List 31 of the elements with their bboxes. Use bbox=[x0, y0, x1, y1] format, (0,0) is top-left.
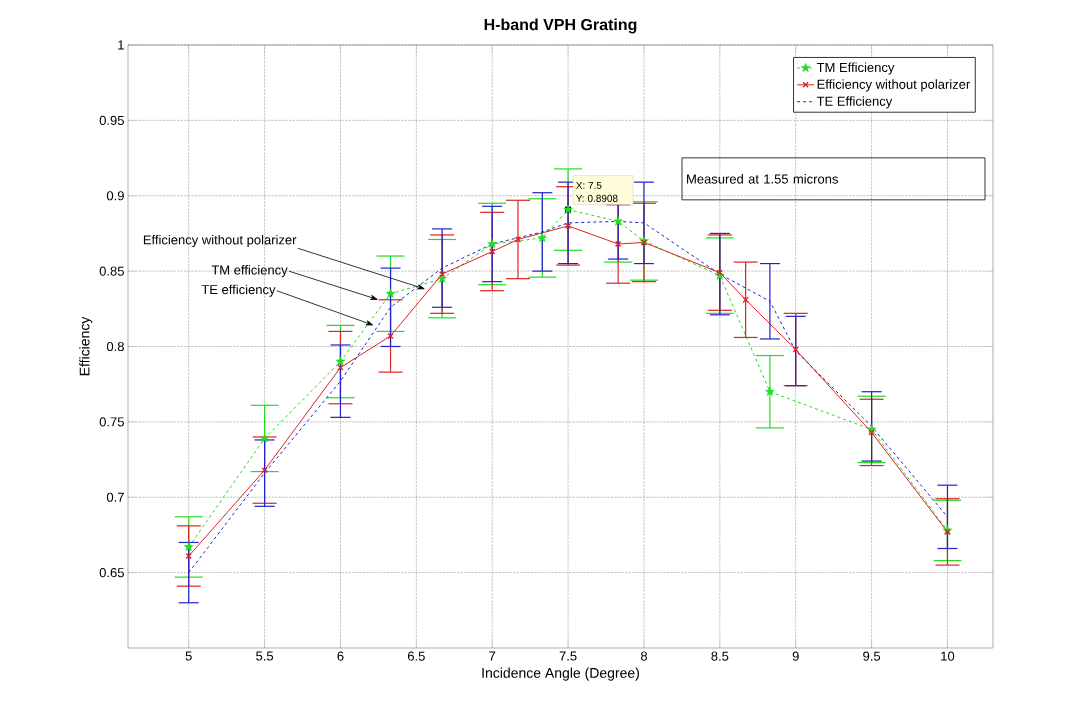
y-tick-label: 1 bbox=[118, 40, 124, 50]
y-tick-label: 0.9 bbox=[106, 191, 124, 201]
legend-label: TM Efficiency bbox=[816, 62, 895, 75]
y-tick-label: 0.95 bbox=[99, 115, 124, 125]
x-tick-label: 8 bbox=[640, 651, 648, 661]
annotation: TE efficiency bbox=[201, 284, 276, 297]
legend-label: Efficiency without polarizer bbox=[817, 79, 971, 92]
x-tick-label: 6 bbox=[337, 651, 344, 661]
x-tick-label: 9 bbox=[792, 651, 799, 661]
y-tick-label: 0.85 bbox=[99, 266, 124, 276]
x-tick-label: 7 bbox=[489, 651, 496, 661]
annotation: Y: 0.8908 bbox=[576, 194, 618, 202]
x-axis-title: Incidence Angle (Degree) bbox=[482, 667, 639, 681]
x-tick-label: 9.5 bbox=[863, 651, 881, 661]
x-tick-label: 5 bbox=[185, 651, 192, 661]
y-tick-label: 0.7 bbox=[106, 492, 124, 502]
y-tick-label: 0.8 bbox=[106, 341, 124, 352]
y-tick-label: 0.65 bbox=[99, 568, 124, 578]
y-tick-label: 0.75 bbox=[99, 417, 124, 427]
annotation: TM efficiency bbox=[211, 265, 288, 278]
x-tick-label: 7.5 bbox=[559, 651, 577, 661]
annotation: X: 7.5 bbox=[576, 181, 602, 189]
x-tick-label: 10 bbox=[941, 651, 955, 661]
y-axis-title: Efficiency bbox=[79, 316, 93, 376]
chart-title: H-band VPH Grating bbox=[484, 18, 637, 34]
x-tick-label: 8.5 bbox=[711, 651, 729, 661]
legend-label: TE Efficiency bbox=[816, 96, 893, 109]
x-tick-label: 6.5 bbox=[407, 651, 425, 661]
annotation: Efficiency without polarizer bbox=[143, 234, 297, 248]
x-tick-label: 5.5 bbox=[256, 651, 274, 661]
annotation: Measured at 1.55 microns bbox=[687, 174, 838, 184]
